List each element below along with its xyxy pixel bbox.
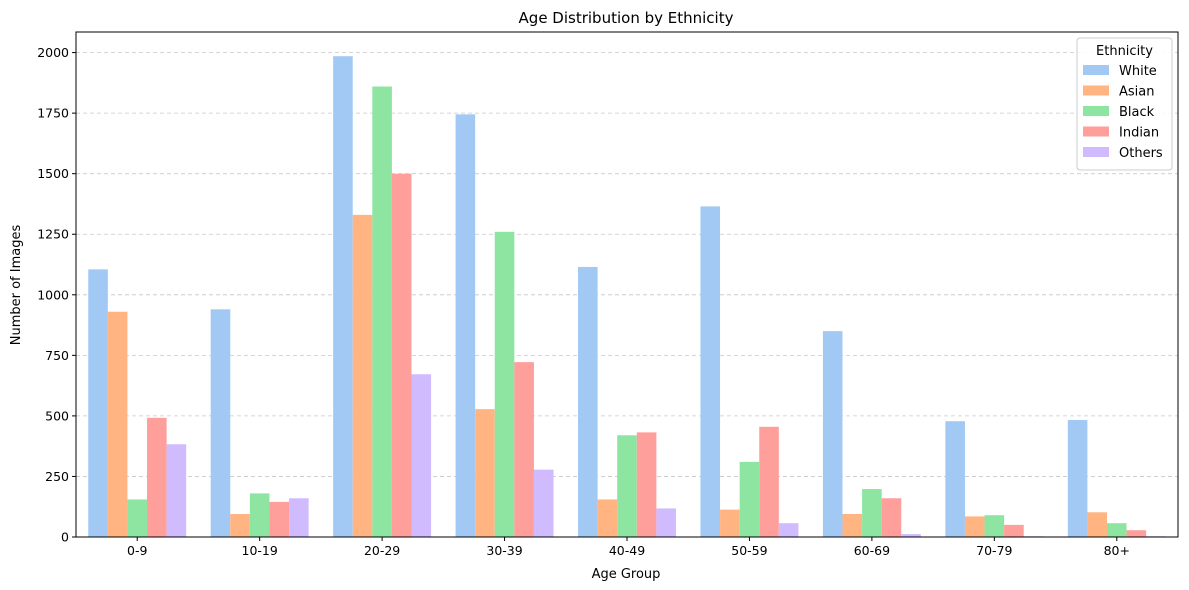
bar-black-40-49 [617,435,637,537]
bar-white-60-69 [822,331,843,537]
bar-black-70-79 [984,515,1005,537]
y-axis-title: Number of Images [9,225,24,346]
y-tick-label: 2000 [37,45,69,60]
x-tick-label: 40-49 [609,543,645,558]
bar-others-60-69 [901,534,921,537]
bar-asian-10-19 [230,513,250,537]
bar-asian-30-39 [475,409,495,537]
legend-label-white: White [1119,64,1157,79]
y-tick-label: 1750 [37,106,69,121]
bar-indian-40-49 [636,432,657,537]
legend-swatch-black [1083,106,1109,116]
x-tick-label: 70-79 [976,543,1012,558]
bars [88,56,1166,538]
bar-white-20-29 [333,56,353,538]
bar-white-10-19 [210,309,231,537]
legend-swatch-indian [1083,126,1109,137]
bar-black-50-59 [739,461,760,537]
legend-swatch-others [1083,147,1109,157]
bar-indian-50-59 [759,426,779,537]
y-tick-label: 0 [61,530,69,545]
bar-white-40-49 [578,266,598,537]
bar-asian-70-79 [964,516,985,537]
y-tick-label: 250 [45,469,69,484]
bar-asian-80+ [1087,512,1107,537]
legend: Ethnicity White Asian Black Indian Others [1076,37,1173,171]
legend-label-black: Black [1119,105,1155,120]
bar-others-20-29 [411,374,432,537]
x-tick-label: 0-9 [127,543,147,558]
bar-black-80+ [1106,523,1127,537]
y-tick-label: 1250 [37,227,69,242]
bar-asian-40-49 [597,499,618,537]
bar-black-20-29 [372,86,392,538]
x-tick-label: 30-39 [486,543,522,558]
bar-asian-50-59 [720,509,740,537]
bar-white-30-39 [455,114,476,537]
plot-frame [75,31,1179,538]
bar-asian-20-29 [352,214,373,537]
axes: 0 250 500 750 1000 1250 1500 1750 2000 0-9 10-19 20… [37,31,1179,558]
legend-swatch-white [1083,65,1109,75]
bar-others-10-19 [289,498,309,537]
bar-indian-20-29 [391,173,412,537]
grid-lines [76,52,1178,477]
chart-title: Age Distribution by Ethnicity [519,9,734,27]
legend-title: Ethnicity [1096,44,1153,59]
x-tick-label: 50-59 [731,543,767,558]
bar-others-50-59 [778,523,799,537]
y-tick-label: 750 [45,348,69,363]
y-tick-label: 1500 [37,166,69,181]
bar-black-10-19 [249,493,270,537]
y-tick-label: 1000 [37,287,69,302]
bar-others-40-49 [656,508,676,537]
bar-black-30-39 [494,231,515,538]
bar-black-0-9 [127,499,148,537]
x-tick-label: 80+ [1104,543,1130,558]
bar-black-60-69 [862,489,882,537]
legend-label-asian: Asian [1119,85,1154,100]
bar-indian-0-9 [147,417,167,537]
bar-others-0-9 [166,444,187,537]
x-axis-title: Age Group [592,567,661,582]
legend-label-indian: Indian [1119,126,1159,141]
bar-white-50-59 [700,206,721,537]
bar-white-0-9 [88,269,108,537]
bar-asian-60-69 [842,513,863,537]
bar-indian-10-19 [269,501,290,537]
bar-white-80+ [1067,420,1088,537]
x-tick-label: 10-19 [242,543,278,558]
y-tick-label: 500 [45,408,69,423]
bar-others-30-39 [533,469,554,537]
x-tick-label: 20-29 [364,543,400,558]
bar-indian-60-69 [881,498,902,537]
legend-swatch-asian [1083,85,1109,96]
bar-white-70-79 [945,421,965,537]
x-tick-label: 60-69 [854,543,890,558]
bar-indian-80+ [1126,530,1147,537]
legend-label-others: Others [1119,146,1163,161]
bar-indian-30-39 [514,362,534,537]
bar-indian-70-79 [1004,524,1024,537]
bar-asian-0-9 [107,311,128,537]
